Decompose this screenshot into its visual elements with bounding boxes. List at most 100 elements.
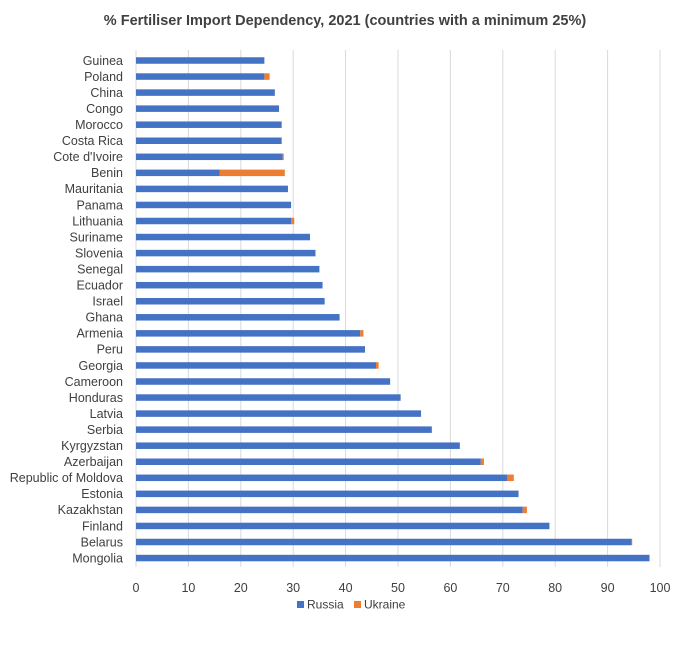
bar-ukraine-30 (631, 538, 633, 546)
bars (136, 57, 650, 562)
bar-russia-12 (136, 249, 316, 257)
x-tick-label: 40 (339, 581, 353, 595)
bar-ukraine-17 (360, 330, 364, 337)
bar-russia-19 (136, 362, 376, 369)
category-label: Mongolia (72, 551, 123, 565)
x-tick-label: 0 (133, 581, 140, 595)
bar-russia-27 (136, 490, 519, 498)
category-label: Congo (86, 102, 123, 116)
x-tick-label: 50 (391, 581, 405, 595)
bar-russia-5 (136, 137, 282, 144)
category-label: Morocco (75, 118, 123, 132)
bar-ukraine-7 (219, 169, 285, 177)
bar-russia-30 (136, 538, 632, 546)
bar-ukraine-6 (282, 153, 284, 161)
bar-ukraine-12 (315, 249, 316, 257)
category-label: Suriname (70, 230, 124, 244)
category-label: Cote d'Ivoire (53, 150, 123, 164)
bar-ukraine-25 (480, 458, 484, 465)
category-label: China (90, 86, 123, 100)
x-tick-label: 90 (601, 581, 615, 595)
bar-russia-1 (136, 73, 265, 80)
bar-ukraine-23 (431, 426, 433, 433)
bar-ukraine-1 (264, 73, 270, 80)
x-tick-label: 80 (548, 581, 562, 595)
bar-ukraine-19 (375, 362, 379, 369)
legend-swatch-russia (297, 601, 304, 608)
x-tick-labels: 0 10 20 30 40 50 60 70 80 90 100 (133, 581, 671, 595)
bar-russia-18 (136, 346, 365, 353)
bar-russia-23 (136, 426, 432, 433)
x-tick-label: 20 (234, 581, 248, 595)
bar-russia-8 (136, 185, 288, 193)
bar-russia-28 (136, 506, 523, 514)
category-label: Republic of Moldova (10, 471, 123, 485)
category-label: Latvia (90, 407, 123, 421)
category-label: Panama (76, 198, 123, 212)
category-label: Armenia (76, 327, 123, 341)
bar-russia-4 (136, 121, 282, 128)
x-tick-label: 10 (181, 581, 195, 595)
bar-russia-2 (136, 89, 275, 96)
bar-ukraine-26 (506, 474, 514, 482)
category-label: Ecuador (76, 279, 123, 293)
category-label: Guinea (83, 54, 123, 68)
category-label: Costa Rica (62, 134, 123, 148)
category-label: Cameroon (65, 375, 123, 389)
bar-russia-21 (136, 394, 401, 401)
category-label: Poland (84, 70, 123, 84)
bar-russia-15 (136, 298, 325, 305)
bar-russia-22 (136, 410, 422, 417)
bar-russia-6 (136, 153, 283, 161)
bar-russia-29 (136, 522, 550, 530)
bar-russia-16 (136, 314, 340, 321)
bar-russia-10 (136, 217, 292, 225)
category-label: Honduras (69, 391, 123, 405)
category-label: Serbia (87, 423, 123, 437)
legend-label-russia: Russia (307, 598, 344, 612)
category-label: Israel (92, 295, 123, 309)
bar-russia-9 (136, 201, 292, 209)
category-label: Kazakhstan (58, 503, 123, 517)
grid-lines (135, 50, 661, 567)
x-tick-label: 100 (650, 581, 671, 595)
category-label: Finland (82, 519, 123, 533)
category-label: Ghana (85, 311, 123, 325)
bar-russia-17 (136, 330, 361, 337)
category-label: Peru (97, 343, 123, 357)
bar-russia-0 (136, 57, 265, 64)
x-tick-label: 60 (443, 581, 457, 595)
bar-russia-11 (136, 233, 310, 241)
bar-russia-14 (136, 281, 323, 289)
bar-russia-13 (136, 265, 320, 273)
bar-ukraine-16 (339, 314, 340, 321)
bar-russia-26 (136, 474, 507, 482)
legend: Russia Ukraine (297, 598, 406, 612)
category-label: Senegal (77, 262, 123, 276)
bar-russia-20 (136, 378, 391, 385)
chart-title: % Fertiliser Import Dependency, 2021 (co… (104, 13, 587, 29)
category-label: Mauritania (65, 182, 123, 196)
bar-russia-31 (136, 554, 650, 562)
category-label: Azerbaijan (64, 455, 123, 469)
x-tick-label: 30 (286, 581, 300, 595)
category-labels: Guinea Poland China Congo Morocco Costa Rica C… (10, 54, 123, 566)
category-label: Slovenia (75, 246, 123, 260)
bar-ukraine-28 (522, 506, 527, 514)
x-tick-label: 70 (496, 581, 510, 595)
bar-russia-3 (136, 105, 280, 112)
category-label: Benin (91, 166, 123, 180)
legend-label-ukraine: Ukraine (364, 598, 406, 612)
category-label: Georgia (79, 359, 124, 373)
category-label: Kyrgyzstan (61, 439, 123, 453)
bar-russia-7 (136, 169, 220, 177)
category-label: Estonia (81, 487, 123, 501)
category-label: Lithuania (72, 214, 123, 228)
bar-ukraine-10 (291, 217, 295, 225)
legend-swatch-ukraine (354, 601, 361, 608)
bar-russia-24 (136, 442, 460, 449)
category-label: Belarus (81, 535, 123, 549)
bar-russia-25 (136, 458, 481, 465)
